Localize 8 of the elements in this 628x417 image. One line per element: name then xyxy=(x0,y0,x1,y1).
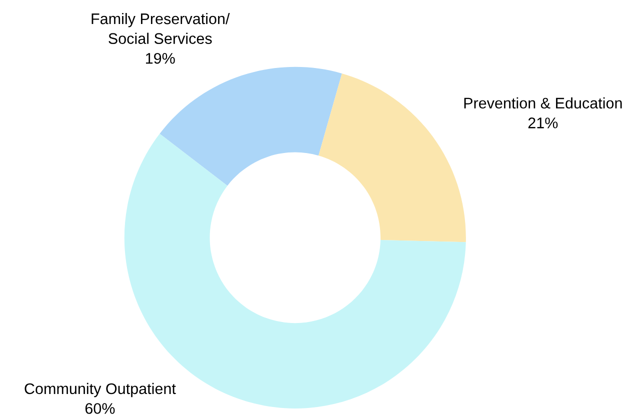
slice-label: Family Preservation/ Social Services xyxy=(92,12,230,44)
donut-slice xyxy=(160,66,342,186)
data-label: 19% xyxy=(146,52,175,64)
slice-label: Prevention & Education xyxy=(464,97,622,109)
donut-slice xyxy=(318,73,466,242)
data-label: 60% xyxy=(85,403,115,414)
data-label: 21% xyxy=(528,118,558,128)
slice-label: Community Outpatient xyxy=(24,382,176,398)
